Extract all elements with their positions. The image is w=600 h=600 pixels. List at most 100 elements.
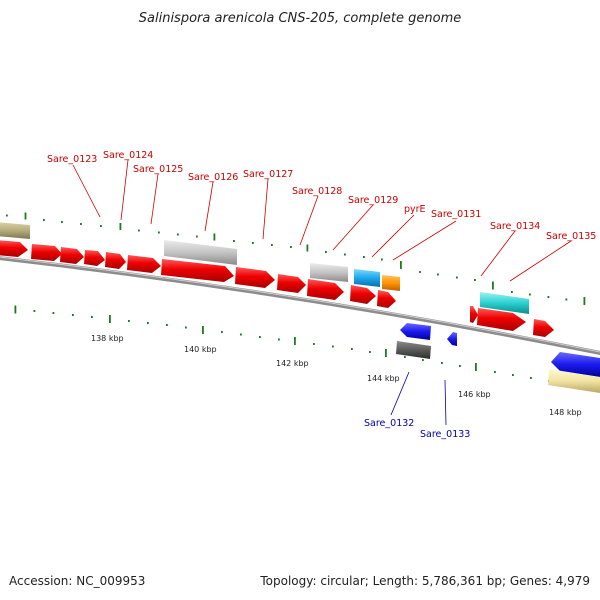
tick bbox=[369, 351, 371, 353]
gene-label-sare-0134[interactable]: Sare_0134 bbox=[490, 221, 540, 232]
tick bbox=[271, 244, 273, 246]
leader-line bbox=[509, 240, 572, 282]
leader-line bbox=[299, 195, 319, 246]
tick bbox=[278, 338, 280, 341]
tick bbox=[474, 279, 476, 281]
tick bbox=[91, 316, 93, 318]
gene-arrow-forward bbox=[127, 255, 161, 273]
gene-label-sare-0123[interactable]: Sare_0123 bbox=[47, 154, 97, 165]
gene-label-sare-0126[interactable]: Sare_0126 bbox=[188, 172, 238, 183]
tick bbox=[147, 322, 149, 324]
tick bbox=[306, 244, 309, 252]
gene-block bbox=[548, 369, 600, 393]
accession-text: Accession: NC_009953 bbox=[9, 574, 145, 588]
gene-label-sare-0133[interactable]: Sare_0133 bbox=[420, 429, 470, 440]
tick bbox=[166, 324, 168, 326]
gene-block bbox=[396, 341, 431, 359]
gene-label-sare-0135[interactable]: Sare_0135 bbox=[546, 231, 596, 242]
gene-arrow-forward bbox=[84, 250, 105, 266]
map-title: Salinispora arenicola CNS-205, complete … bbox=[139, 11, 461, 26]
tick bbox=[80, 223, 82, 225]
kbp-label-138: 138 kbp bbox=[91, 334, 124, 343]
tick bbox=[196, 235, 198, 238]
gene-label-sare-0131[interactable]: Sare_0131 bbox=[431, 209, 481, 220]
tick bbox=[459, 365, 461, 367]
gene-block bbox=[164, 240, 237, 265]
gene-label-sare-0132[interactable]: Sare_0132 bbox=[364, 418, 414, 429]
genome-backbone bbox=[0, 256, 600, 356]
kbp-label-140: 140 kbp bbox=[184, 345, 217, 354]
gene-arrow-forward bbox=[60, 247, 84, 264]
tick bbox=[109, 315, 111, 323]
tick bbox=[437, 273, 439, 276]
tick bbox=[6, 214, 8, 217]
tick bbox=[344, 253, 346, 256]
gene-arrow-forward bbox=[470, 306, 478, 323]
gene-arrow-reverse bbox=[447, 332, 457, 346]
gene-block bbox=[480, 292, 529, 314]
tick bbox=[119, 223, 122, 230]
gene-arrow-forward bbox=[31, 244, 62, 261]
tick bbox=[290, 246, 292, 248]
tick bbox=[259, 336, 261, 338]
tick bbox=[351, 348, 353, 350]
tick bbox=[325, 251, 327, 253]
leader-line bbox=[390, 371, 410, 416]
gene-label-sare-0127[interactable]: Sare_0127 bbox=[243, 169, 293, 180]
tick bbox=[419, 271, 421, 273]
gene-arrow-forward bbox=[161, 259, 234, 282]
leader-line bbox=[150, 173, 159, 225]
leader-line bbox=[480, 230, 516, 277]
gene-arrow-forward bbox=[277, 274, 306, 293]
tick bbox=[565, 298, 568, 301]
tick bbox=[404, 356, 406, 358]
leader-line bbox=[371, 214, 415, 258]
tick bbox=[385, 349, 387, 357]
tick bbox=[158, 231, 160, 234]
kbp-label-146: 146 kbp bbox=[458, 390, 491, 399]
kbp-labels: 138 kbp 140 kbp 142 kbp 144 kbp 146 kbp … bbox=[91, 334, 582, 417]
outer-feature-row bbox=[0, 222, 529, 314]
kbp-label-142: 142 kbp bbox=[276, 359, 309, 368]
gene-arrow-forward bbox=[477, 308, 526, 331]
tick bbox=[252, 242, 254, 244]
tick bbox=[240, 333, 242, 336]
outer-tick-track bbox=[6, 212, 586, 305]
kbp-label-148: 148 kbp bbox=[549, 408, 582, 417]
gene-label-sare-0129[interactable]: Sare_0129 bbox=[348, 195, 398, 206]
gene-block bbox=[0, 222, 30, 239]
tick bbox=[14, 305, 17, 314]
tick bbox=[202, 326, 204, 334]
tick bbox=[100, 225, 102, 227]
gene-label-pyre[interactable]: pyrE bbox=[404, 204, 426, 215]
tick bbox=[492, 281, 494, 290]
tick bbox=[177, 233, 179, 236]
tick bbox=[400, 261, 402, 269]
gene-label-sare-0128[interactable]: Sare_0128 bbox=[292, 186, 342, 197]
tick bbox=[213, 233, 216, 241]
tick bbox=[381, 258, 383, 261]
gene-block bbox=[382, 275, 400, 291]
tick bbox=[529, 293, 531, 296]
tick bbox=[441, 362, 443, 364]
inner-tick-track bbox=[14, 305, 586, 389]
kbp-label-144: 144 kbp bbox=[367, 374, 400, 383]
tick bbox=[363, 256, 365, 258]
topology-text: Topology: circular; Length: 5,786,361 bp… bbox=[259, 574, 590, 588]
reverse-gene-labels: Sare_0132 Sare_0133 bbox=[364, 371, 470, 440]
tick bbox=[52, 312, 55, 314]
tick bbox=[233, 240, 235, 242]
gene-arrow-forward bbox=[235, 267, 275, 288]
tick bbox=[547, 296, 550, 298]
gene-label-sare-0125[interactable]: Sare_0125 bbox=[133, 164, 183, 175]
gene-label-sare-0124[interactable]: Sare_0124 bbox=[103, 150, 153, 161]
tick bbox=[475, 363, 477, 371]
leader-line bbox=[262, 178, 269, 240]
leader-line bbox=[444, 379, 447, 426]
tick bbox=[494, 371, 496, 373]
gene-arrow-forward bbox=[377, 290, 396, 308]
tick bbox=[422, 359, 424, 361]
tick bbox=[456, 276, 458, 279]
tick bbox=[128, 320, 130, 322]
